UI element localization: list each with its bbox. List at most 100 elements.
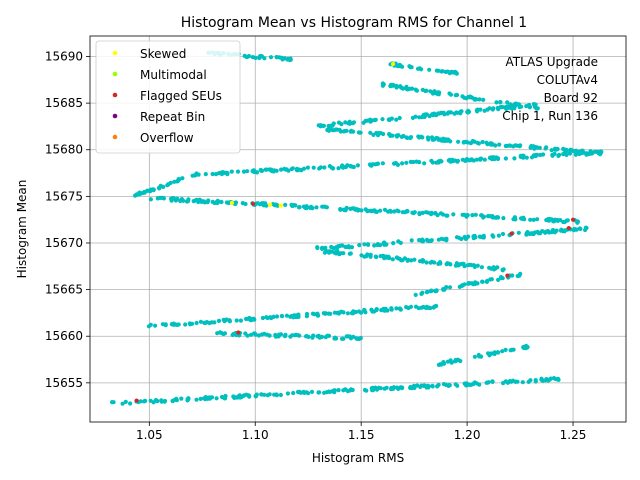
data-point <box>455 159 460 164</box>
data-point <box>215 331 220 336</box>
data-point <box>424 305 429 310</box>
data-point <box>134 192 139 197</box>
data-point <box>404 160 409 165</box>
data-point <box>451 212 456 217</box>
data-point <box>190 173 195 178</box>
data-point <box>487 265 492 270</box>
data-point <box>447 158 452 163</box>
data-point <box>457 284 462 289</box>
data-point <box>535 152 540 157</box>
legend-entry: Overflow <box>112 131 194 145</box>
legend-marker <box>112 71 118 77</box>
data-point <box>521 215 526 220</box>
run-annotation: ATLAS Upgrade COLUTAv4 Board 92 Chip 1, Run… <box>502 55 598 123</box>
data-point <box>364 254 369 259</box>
data-point <box>472 354 477 359</box>
data-point <box>354 336 359 341</box>
highlight-point <box>566 225 571 231</box>
data-point <box>574 219 580 224</box>
data-point <box>265 393 270 398</box>
data-point <box>436 237 441 242</box>
data-point <box>183 322 188 327</box>
data-point <box>331 121 336 126</box>
data-point <box>500 267 505 272</box>
data-point <box>257 54 262 59</box>
data-point <box>368 119 373 124</box>
data-point <box>283 202 288 207</box>
data-point <box>432 89 437 94</box>
data-point <box>384 385 389 390</box>
data-point <box>282 334 288 339</box>
data-point <box>224 317 229 322</box>
data-point <box>405 208 410 214</box>
data-point <box>416 306 421 311</box>
data-point <box>369 386 374 391</box>
data-point <box>491 234 496 239</box>
data-point <box>525 345 530 350</box>
data-point <box>335 249 340 254</box>
data-point <box>233 200 239 205</box>
data-point <box>513 143 518 148</box>
data-point <box>373 209 378 214</box>
data-point <box>323 335 328 340</box>
data-point <box>493 143 498 148</box>
data-point <box>336 166 341 171</box>
data-point <box>351 334 356 339</box>
data-point <box>503 347 508 352</box>
data-point <box>449 360 454 365</box>
data-point <box>380 161 385 166</box>
data-point <box>315 245 320 250</box>
data-point <box>355 163 360 168</box>
legend-label: Overflow <box>140 131 194 145</box>
legend: Skewed Multimodal Flagged SEUs Repeat Bin Ov… <box>95 40 241 154</box>
data-point <box>525 230 530 235</box>
data-point <box>461 140 466 145</box>
data-point <box>128 401 133 406</box>
data-point <box>322 250 327 255</box>
data-point <box>396 256 401 261</box>
data-point <box>251 316 256 321</box>
data-point <box>338 207 343 212</box>
data-point <box>348 206 353 211</box>
data-point <box>381 253 386 258</box>
data-point <box>264 167 269 172</box>
data-point <box>322 165 327 170</box>
data-point <box>400 86 406 91</box>
data-point <box>505 380 510 385</box>
data-point <box>306 334 311 339</box>
data-point <box>409 86 415 91</box>
data-point <box>422 161 427 166</box>
data-point <box>294 166 300 171</box>
data-point <box>460 212 465 217</box>
data-point <box>419 291 424 296</box>
data-point <box>480 279 485 284</box>
data-point <box>158 183 163 188</box>
y-tick-label: 15680 <box>45 143 83 157</box>
data-point <box>447 261 452 266</box>
grid-layer <box>90 36 626 422</box>
data-point <box>382 207 388 212</box>
data-point <box>241 169 247 174</box>
data-point <box>456 139 461 144</box>
data-point <box>539 376 544 381</box>
legend-entry: Flagged SEUs <box>112 89 222 103</box>
data-point <box>323 311 328 316</box>
data-point <box>161 196 166 201</box>
data-band <box>380 81 540 111</box>
data-point <box>284 167 289 172</box>
data-point <box>159 399 164 404</box>
legend-label: Multimodal <box>140 68 207 82</box>
data-point <box>479 213 484 218</box>
highlight-point <box>570 217 576 222</box>
data-point <box>485 380 490 385</box>
data-point <box>316 313 321 318</box>
data-point <box>326 250 332 255</box>
data-point <box>435 384 440 389</box>
data-band <box>322 248 506 273</box>
data-point <box>336 311 342 316</box>
data-point <box>203 395 208 400</box>
data-point <box>460 94 465 99</box>
data-point <box>282 56 287 61</box>
data-point <box>172 179 177 184</box>
data-point <box>500 349 505 354</box>
